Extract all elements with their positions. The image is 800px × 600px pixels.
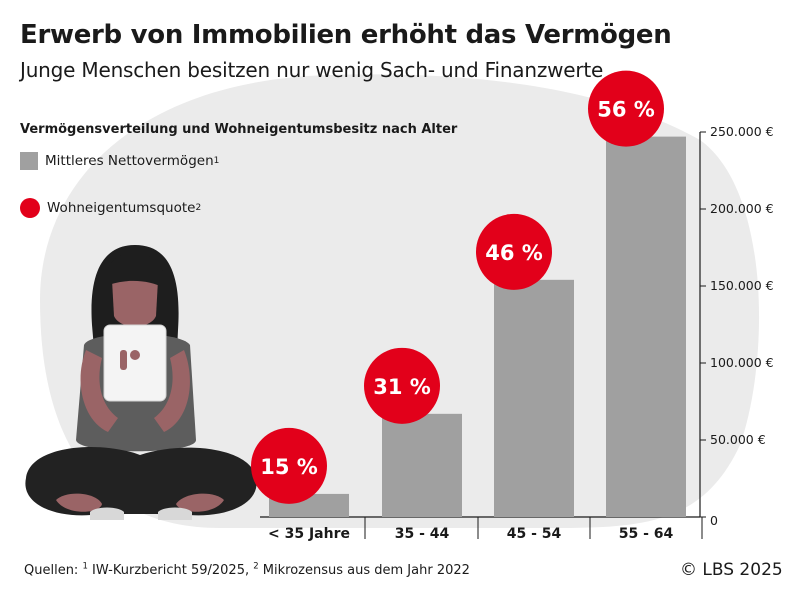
y-tick-label: 150.000 €: [710, 278, 774, 293]
category-label: 35 - 44: [395, 526, 450, 542]
ownership-dot: [251, 427, 327, 504]
y-tick-label: 0: [710, 513, 718, 528]
ownership-label: 31 %: [373, 375, 431, 399]
ownership-label: 56 %: [597, 98, 655, 122]
bar: [494, 279, 574, 517]
legend-item-net-worth: Mittleres Nettovermögen 1: [20, 152, 219, 170]
legend-swatch-dot: [20, 198, 40, 218]
ownership-dot: [476, 213, 552, 290]
y-tick-label: 250.000 €: [710, 124, 774, 139]
y-tick-label: 100.000 €: [710, 355, 774, 370]
legend-item-homeownership: Wohneigentumsquote 2: [20, 198, 201, 218]
page-subtitle: Junge Menschen besitzen nur wenig Sach- …: [20, 58, 604, 82]
sources-prefix: Quellen:: [24, 563, 83, 578]
legend-label-net-worth: Mittleres Nettovermögen: [45, 153, 214, 169]
category-label: 55 - 64: [619, 526, 674, 542]
ownership-label: 15 %: [260, 455, 318, 479]
ownership-dot: [364, 347, 440, 424]
category-label: 45 - 54: [507, 526, 562, 542]
ownership-label: 46 %: [485, 241, 543, 265]
y-tick-label: 50.000 €: [710, 432, 766, 447]
source-note-2: 2: [253, 561, 259, 572]
chart-heading: Vermögensverteilung und Wohneigentumsbes…: [20, 122, 458, 137]
category-label: < 35 Jahre: [268, 526, 350, 542]
sources-footnote: Quellen: 1 IW-Kurzbericht 59/2025, 2 Mik…: [24, 561, 470, 578]
copyright: © LBS 2025: [680, 560, 783, 580]
source-note-1: 1: [82, 561, 88, 572]
bar: [606, 136, 686, 517]
source-1: IW-Kurzbericht 59/2025,: [87, 563, 254, 578]
legend-swatch-bar: [20, 152, 38, 170]
source-2: Mikrozensus aus dem Jahr 2022: [258, 563, 470, 578]
y-tick-label: 200.000 €: [710, 201, 774, 216]
bar: [382, 413, 462, 517]
ownership-dot: [588, 70, 664, 147]
legend-label-homeownership: Wohneigentumsquote: [47, 200, 196, 216]
page-title: Erwerb von Immobilien erhöht das Vermöge…: [20, 20, 672, 50]
